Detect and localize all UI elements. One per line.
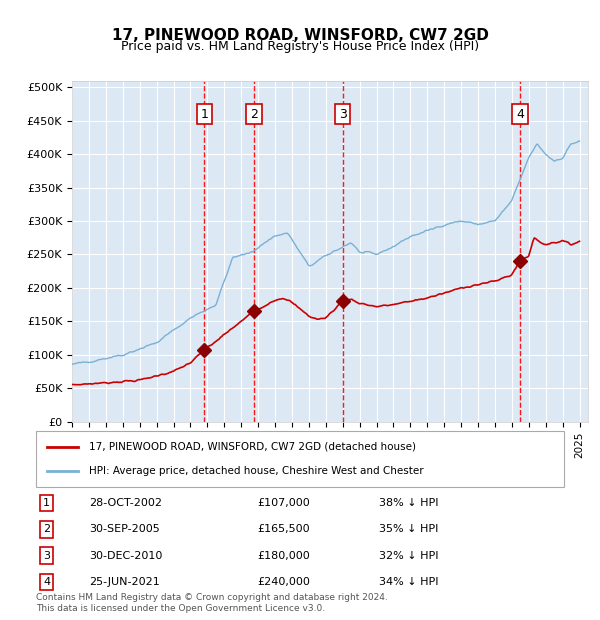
Text: 17, PINEWOOD ROAD, WINSFORD, CW7 2GD: 17, PINEWOOD ROAD, WINSFORD, CW7 2GD [112,28,488,43]
Text: 25-JUN-2021: 25-JUN-2021 [89,577,160,587]
Text: 3: 3 [43,551,50,560]
Text: 4: 4 [516,107,524,120]
Text: Contains HM Land Registry data © Crown copyright and database right 2024.
This d: Contains HM Land Registry data © Crown c… [36,593,388,613]
Text: 30-SEP-2005: 30-SEP-2005 [89,525,160,534]
Text: Price paid vs. HM Land Registry's House Price Index (HPI): Price paid vs. HM Land Registry's House … [121,40,479,53]
Text: HPI: Average price, detached house, Cheshire West and Chester: HPI: Average price, detached house, Ches… [89,466,424,476]
Text: £107,000: £107,000 [258,498,311,508]
FancyBboxPatch shape [36,431,564,487]
Text: 1: 1 [43,498,50,508]
Text: 38% ↓ HPI: 38% ↓ HPI [379,498,439,508]
Text: 17, PINEWOOD ROAD, WINSFORD, CW7 2GD (detached house): 17, PINEWOOD ROAD, WINSFORD, CW7 2GD (de… [89,441,416,451]
Text: 2: 2 [43,525,50,534]
Text: £180,000: £180,000 [258,551,311,560]
Text: £165,500: £165,500 [258,525,310,534]
Text: 4: 4 [43,577,50,587]
Text: 35% ↓ HPI: 35% ↓ HPI [379,525,439,534]
Text: 2: 2 [250,107,258,120]
Text: 30-DEC-2010: 30-DEC-2010 [89,551,162,560]
Text: 3: 3 [338,107,346,120]
Text: 34% ↓ HPI: 34% ↓ HPI [379,577,439,587]
Text: £240,000: £240,000 [258,577,311,587]
Text: 32% ↓ HPI: 32% ↓ HPI [379,551,439,560]
Text: 1: 1 [200,107,208,120]
Text: 28-OCT-2002: 28-OCT-2002 [89,498,162,508]
